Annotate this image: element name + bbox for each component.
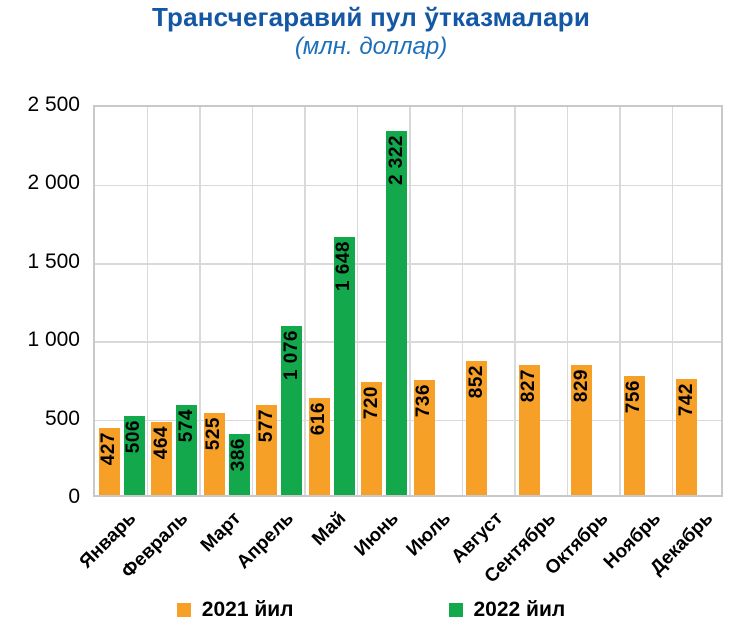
bar-2021-март: 525 bbox=[203, 412, 225, 495]
bar-value-label: 829 bbox=[570, 369, 592, 403]
bar-2021-апрель: 577 bbox=[255, 404, 277, 495]
chart-title: Трансчегаравий пул ўтказмалари bbox=[151, 2, 591, 32]
bar-value-label: 525 bbox=[203, 416, 224, 450]
gridline-vertical-8 bbox=[514, 107, 516, 495]
legend-swatch-2021-icon bbox=[176, 603, 191, 617]
x-tick-label-май: Май bbox=[308, 508, 351, 550]
bar-2022-июнь: 2 322 bbox=[385, 130, 407, 495]
chart-legend: 2021 йил 2022 йил bbox=[0, 598, 742, 622]
bar-2021-ноябрь: 756 bbox=[623, 376, 645, 495]
bar-2021-июль: 736 bbox=[413, 379, 435, 495]
y-tick-label-0: 0 bbox=[68, 485, 80, 508]
gridline-vertical-4 bbox=[304, 107, 306, 495]
legend-label-2022: 2022 йил bbox=[473, 598, 566, 621]
bar-2021-декабрь: 742 bbox=[675, 378, 697, 495]
bar-2022-март: 386 bbox=[228, 434, 250, 495]
bar-value-label: 616 bbox=[308, 402, 329, 436]
gridline-vertical-3 bbox=[251, 107, 254, 495]
legend-item-2021: 2021 йил bbox=[176, 598, 294, 622]
gridline-horizontal-2000 bbox=[95, 184, 721, 187]
bar-2022-февраль: 574 bbox=[176, 405, 197, 495]
bar-value-label: 720 bbox=[360, 386, 382, 420]
bar-2021-август: 852 bbox=[466, 361, 487, 495]
x-tick-label-март: Март bbox=[196, 508, 246, 557]
legend-swatch-2022-icon bbox=[448, 603, 463, 617]
bar-2021-февраль: 464 bbox=[151, 422, 172, 495]
bar-value-label: 756 bbox=[623, 380, 644, 414]
bar-2022-апрель: 1 076 bbox=[281, 326, 302, 495]
bar-value-label: 1 648 bbox=[333, 240, 354, 291]
gridline-vertical-6 bbox=[409, 107, 411, 495]
legend-item-2022: 2022 йил bbox=[448, 598, 566, 622]
bar-2021-июнь: 720 bbox=[361, 382, 382, 495]
bar-value-label: 386 bbox=[228, 438, 249, 472]
gridline-vertical-9 bbox=[566, 107, 569, 495]
gridline-vertical-1 bbox=[146, 107, 149, 495]
bar-value-label: 736 bbox=[413, 383, 434, 417]
y-tick-label-1000: 1 000 bbox=[27, 328, 80, 352]
bar-2021-октябрь: 829 bbox=[571, 365, 592, 495]
gridline-horizontal-1000 bbox=[95, 341, 721, 343]
bar-value-label: 742 bbox=[675, 382, 697, 416]
y-tick-label-500: 500 bbox=[44, 406, 80, 430]
x-tick-label-апрель: Апрель bbox=[232, 508, 298, 574]
gridline-horizontal-500 bbox=[95, 419, 721, 422]
bar-value-label: 827 bbox=[518, 369, 539, 403]
bar-2021-сентябрь: 827 bbox=[518, 365, 540, 495]
legend-label-2021: 2021 йил bbox=[201, 598, 294, 621]
gridline-vertical-10 bbox=[619, 107, 621, 495]
bar-value-label: 852 bbox=[465, 365, 487, 399]
y-tick-label-2500: 2 500 bbox=[27, 93, 80, 116]
bar-2021-январь: 427 bbox=[98, 428, 120, 495]
bar-value-label: 577 bbox=[255, 408, 277, 442]
bar-2021-май: 616 bbox=[308, 398, 330, 495]
plot-area: 427 506 464 574 525 386 577 1 076 616 1 648 720 2 3… bbox=[93, 105, 723, 497]
x-tick-label-июнь: Июнь bbox=[350, 508, 403, 561]
bar-value-label: 506 bbox=[123, 419, 144, 453]
bar-value-label: 2 322 bbox=[385, 134, 407, 185]
gridline-horizontal-1500 bbox=[95, 263, 721, 265]
chart-subtitle: (млн. доллар) bbox=[294, 33, 448, 60]
bar-value-label: 1 076 bbox=[280, 330, 302, 381]
gridline-vertical-5 bbox=[356, 107, 359, 495]
bar-2022-май: 1 648 bbox=[333, 236, 355, 495]
y-tick-label-2000: 2 000 bbox=[27, 171, 80, 195]
gridline-vertical-2 bbox=[199, 107, 201, 495]
bar-value-label: 427 bbox=[98, 432, 119, 466]
bar-value-label: 464 bbox=[150, 426, 172, 460]
bar-value-label: 574 bbox=[175, 409, 197, 443]
y-tick-label-1500: 1 500 bbox=[27, 249, 80, 273]
gridline-vertical-7 bbox=[461, 107, 464, 495]
gridline-vertical-11 bbox=[671, 107, 674, 495]
bar-2022-январь: 506 bbox=[123, 415, 145, 495]
